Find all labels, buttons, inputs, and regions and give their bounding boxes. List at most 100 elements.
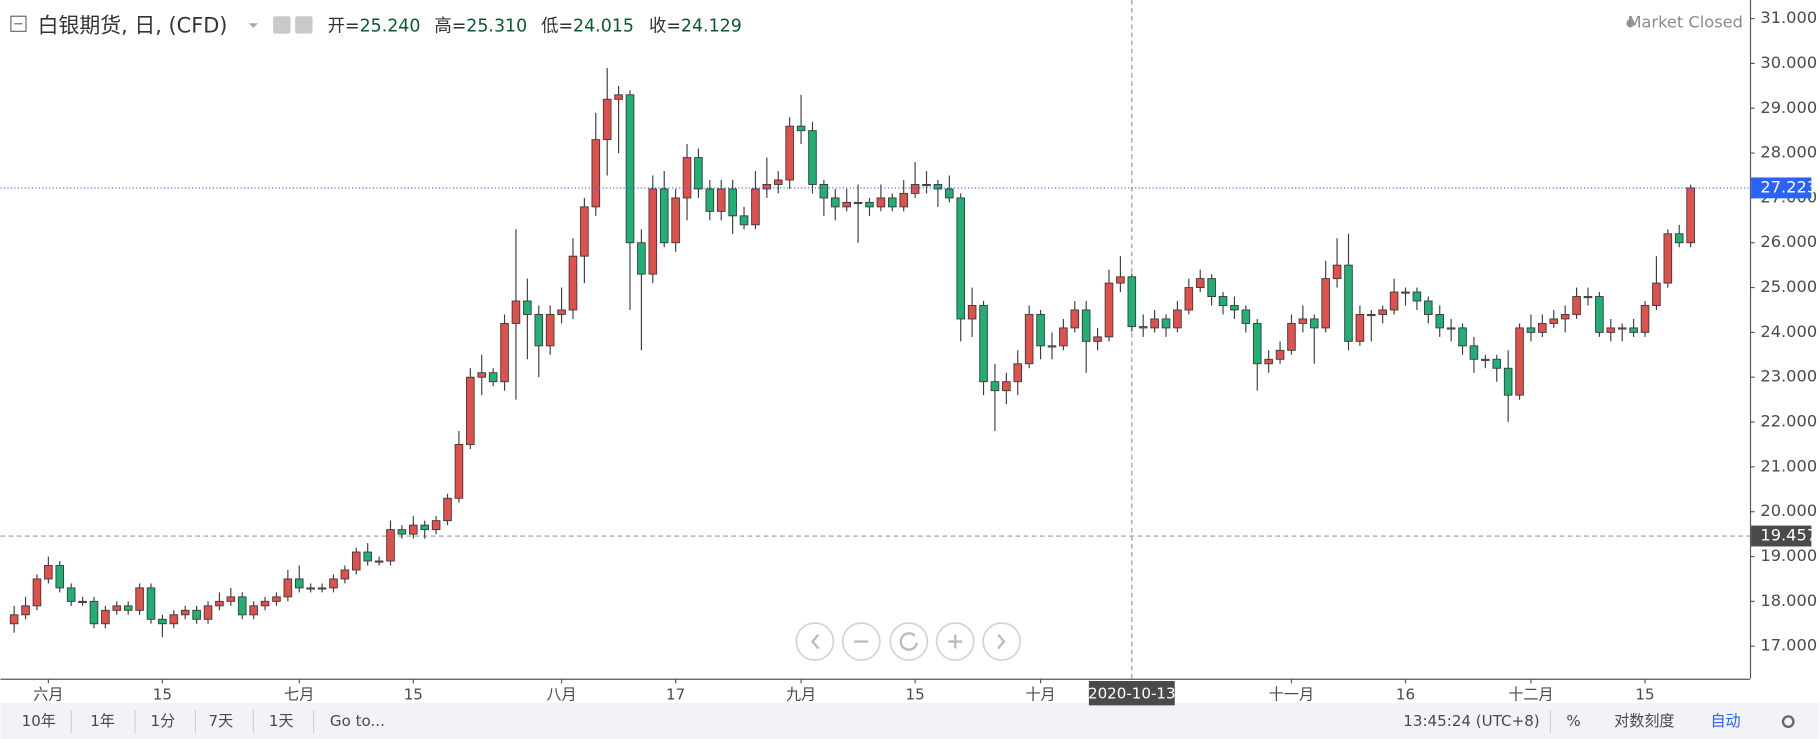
crosshair-x-box <box>1088 680 1175 706</box>
candle-body <box>1173 309 1182 329</box>
x-tick-label: 15 <box>906 685 925 703</box>
crosshair-x-label: 2020-10-13 <box>1088 684 1176 702</box>
candle-body <box>511 300 521 324</box>
candle-body <box>762 183 772 190</box>
candle-body <box>1469 345 1479 360</box>
candle-body <box>671 197 680 244</box>
y-tick-label: 30.000 <box>1760 53 1817 72</box>
candle-body <box>1195 278 1205 289</box>
auto-toggle[interactable]: 自动 <box>1710 712 1740 730</box>
candle-body <box>1002 381 1011 392</box>
y-tick-label: 17.000 <box>1760 636 1817 655</box>
candle-body <box>135 587 144 611</box>
candle-body <box>1652 282 1661 306</box>
candle-body <box>272 596 281 602</box>
chart-title: 白银期货, 日, (CFD) <box>38 14 228 38</box>
nav-zoom-in-icon <box>948 634 963 649</box>
candle-body <box>1138 326 1148 329</box>
candle-body <box>237 596 247 616</box>
candle-body <box>796 125 806 132</box>
collapse-icon[interactable] <box>10 15 27 32</box>
candle-body <box>1378 309 1387 315</box>
candle-body <box>1161 318 1171 329</box>
range-button[interactable]: 7天 <box>209 712 234 730</box>
candle-body <box>1321 278 1330 329</box>
candle-body <box>317 587 327 590</box>
nav-left[interactable] <box>795 622 835 661</box>
candle-body <box>158 618 167 625</box>
candle-body <box>351 551 361 571</box>
candle-body <box>1481 358 1490 361</box>
candle-body <box>1309 318 1319 329</box>
y-tick-label: 28.000 <box>1760 143 1817 162</box>
candle-body <box>1184 287 1194 311</box>
log-toggle[interactable]: 对数刻度 <box>1614 712 1674 730</box>
x-tick-label: 九月 <box>786 685 816 703</box>
title-dropdown[interactable] <box>248 23 259 28</box>
candle-body <box>1640 305 1650 333</box>
range-button[interactable]: 10年 <box>22 712 56 730</box>
candle-body <box>1036 313 1045 347</box>
candle-body <box>705 188 715 212</box>
candle-body <box>1116 276 1125 284</box>
x-tick-label: 六月 <box>33 685 63 703</box>
gear-icon[interactable] <box>1781 715 1795 728</box>
candle-body <box>888 197 897 208</box>
candle-body <box>694 157 703 190</box>
candle-body <box>659 188 669 244</box>
range-button[interactable]: 1分 <box>151 712 176 730</box>
candle-body <box>420 524 430 531</box>
candle-body <box>1674 233 1684 244</box>
candle-body <box>876 197 886 208</box>
candle-body <box>169 614 179 625</box>
x-tick-label: 15 <box>153 685 172 703</box>
candle-body <box>1218 296 1228 306</box>
candle-body <box>1047 345 1057 348</box>
range-button[interactable]: 1年 <box>90 712 115 730</box>
candle-body <box>1093 336 1102 342</box>
ohlc-legend-label: 开= <box>328 17 360 37</box>
candle-body <box>466 376 475 445</box>
candle-body <box>443 497 452 522</box>
last-price-box <box>1751 177 1812 199</box>
settings-icon[interactable] <box>295 16 313 34</box>
candle-body <box>89 600 99 625</box>
candle-body <box>625 94 635 244</box>
y-tick-label: 25.000 <box>1760 277 1817 296</box>
candle-body <box>557 309 566 315</box>
toolbar-background <box>0 703 1820 739</box>
candle-body <box>648 188 658 275</box>
ohlc-legend-item: 开=25.240 <box>328 17 421 37</box>
market-status: Market Closed <box>1627 13 1743 32</box>
nav-buttons <box>795 622 1022 661</box>
ohlc-legend-label: 收= <box>649 17 681 37</box>
candle-body <box>215 600 224 607</box>
candle-body <box>409 524 418 535</box>
candle-body <box>739 215 749 226</box>
candle-body <box>1401 291 1410 294</box>
candle-body <box>591 139 601 208</box>
candle-body <box>1663 233 1673 284</box>
candle-body <box>773 179 783 185</box>
nav-right[interactable] <box>982 622 1022 661</box>
goto-button[interactable]: Go to... <box>330 712 385 730</box>
candle-body <box>9 614 19 625</box>
candle-body <box>78 600 87 603</box>
candle-body <box>853 201 863 205</box>
nav-reset[interactable] <box>889 622 929 661</box>
candle-body <box>922 183 931 187</box>
range-button[interactable]: 1天 <box>269 712 294 730</box>
candle-body <box>1127 276 1137 328</box>
ohlc-legend-value: 25.240 <box>360 17 421 37</box>
ohlc-legend-value: 24.015 <box>573 17 634 37</box>
candle-body <box>32 578 42 607</box>
y-tick-label: 29.000 <box>1760 98 1817 117</box>
candle-body <box>203 605 213 620</box>
eye-icon[interactable] <box>273 16 291 34</box>
y-tick-label: 19.000 <box>1760 546 1817 565</box>
candle-body <box>249 605 258 616</box>
candle-body <box>1241 309 1251 324</box>
percent-toggle[interactable]: % <box>1566 712 1580 730</box>
ohlc-legend-label: 低= <box>541 17 573 37</box>
candle-body <box>716 188 726 212</box>
